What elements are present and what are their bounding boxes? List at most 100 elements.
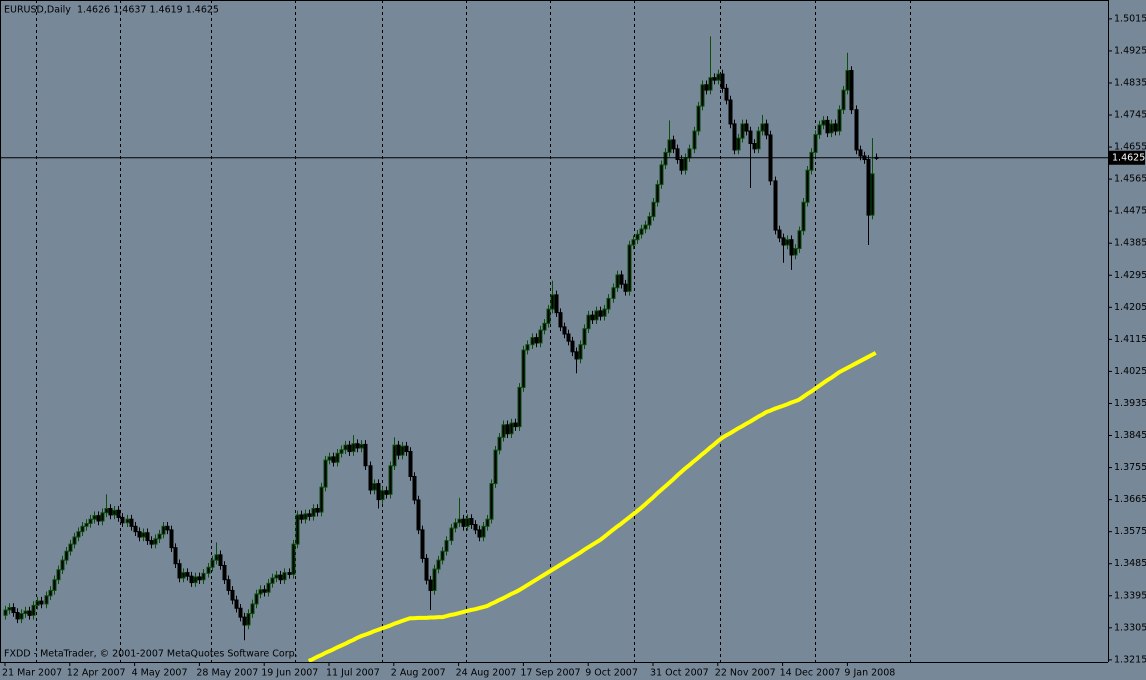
candle-body [724, 87, 729, 101]
candle-body [368, 465, 373, 491]
y-tick-label: 1.3755 [1114, 462, 1146, 473]
x-tick-label: 24 Aug 2007 [456, 668, 517, 679]
x-tick-label: 2 Aug 2007 [391, 668, 446, 679]
candle-body [517, 386, 522, 428]
candle-body [363, 443, 368, 467]
candle-body [96, 515, 101, 522]
candle-body [773, 180, 778, 231]
candle-body [315, 508, 320, 513]
candle-body [821, 119, 826, 126]
candle-body [76, 531, 81, 538]
candle-body [675, 148, 680, 161]
candle-body [720, 73, 725, 89]
y-tick-label: 1.3215 [1114, 654, 1146, 665]
candle-body [206, 566, 211, 574]
candle-body [440, 550, 445, 561]
vertical-grid [36, 0, 911, 662]
candle-body [578, 344, 583, 360]
candle-body [432, 568, 437, 591]
candle-body [740, 123, 745, 139]
candle-body [35, 600, 40, 606]
y-tick-label: 1.4385 [1114, 238, 1146, 249]
y-tick-label: 1.4205 [1114, 302, 1146, 313]
candle-body [153, 538, 158, 545]
candle-body [866, 159, 871, 216]
candle-body [125, 518, 130, 524]
candle-body [538, 329, 543, 344]
candle-body [728, 99, 733, 125]
candle-body [177, 563, 182, 579]
candle-body [295, 514, 300, 545]
candle-body [56, 569, 61, 581]
y-tick-label: 1.4475 [1114, 206, 1146, 217]
y-tick-label: 1.3935 [1114, 398, 1146, 409]
candle-body [574, 351, 579, 360]
candle-body [303, 513, 308, 520]
candle-body [323, 459, 328, 488]
candle-body [181, 572, 186, 579]
candle-body [72, 536, 77, 545]
candle-body [161, 525, 166, 535]
candle-body [396, 444, 401, 456]
y-tick-label: 1.4565 [1114, 174, 1146, 185]
candle-body [444, 540, 449, 552]
candle-body [266, 582, 271, 593]
candle-body [169, 529, 174, 549]
candle-body [242, 616, 247, 626]
candle-body [3, 609, 8, 616]
candle-body [331, 456, 336, 463]
candle-body [833, 123, 838, 132]
candle-body [785, 239, 790, 246]
y-tick-label: 1.4115 [1114, 334, 1146, 345]
candle-body [477, 529, 482, 538]
candle-body [700, 84, 705, 107]
candle-body [606, 297, 611, 310]
candle-body [870, 173, 875, 216]
y-tick-label: 1.4025 [1114, 366, 1146, 377]
candle-body [509, 422, 514, 435]
y-tick-label: 1.3845 [1114, 430, 1146, 441]
x-tick-label: 11 Jul 2007 [326, 668, 380, 679]
candle-body [546, 308, 551, 324]
candle-body [679, 159, 684, 171]
candle-body [351, 443, 356, 453]
candle-body [157, 533, 162, 540]
candle-body [837, 109, 842, 132]
candle-body [748, 130, 753, 145]
candle-body [84, 522, 89, 527]
candle-body [234, 599, 239, 609]
candle-body [230, 589, 235, 601]
candle-body [173, 547, 178, 565]
candle-body [582, 328, 587, 346]
candle-body [165, 525, 170, 531]
candle-body [19, 613, 24, 620]
candle-body [416, 499, 421, 531]
candle-body [631, 239, 636, 246]
candle-body [542, 322, 547, 331]
candle-body [789, 239, 794, 256]
candle-body [797, 230, 802, 250]
candle-body [627, 244, 632, 292]
candle-body [858, 149, 863, 157]
candle-body [335, 452, 340, 463]
candle-body [104, 508, 109, 514]
candle-body [756, 130, 761, 150]
candle-body [388, 465, 393, 495]
y-tick-label: 1.4655 [1114, 142, 1146, 153]
candle-body [299, 514, 304, 520]
candle-body [112, 509, 117, 516]
candle-body [133, 525, 138, 533]
candle-body [327, 456, 332, 461]
candle-body [570, 340, 575, 353]
candle-body [457, 518, 462, 524]
y-tick-label: 1.4925 [1114, 45, 1146, 56]
candle-body [744, 123, 749, 132]
candle-body [100, 512, 105, 522]
candle-body [647, 216, 652, 226]
candle-body [781, 237, 786, 246]
candle-body [108, 508, 113, 516]
candle-body [145, 532, 150, 542]
candle-body [372, 483, 377, 491]
candle-body [845, 70, 850, 91]
